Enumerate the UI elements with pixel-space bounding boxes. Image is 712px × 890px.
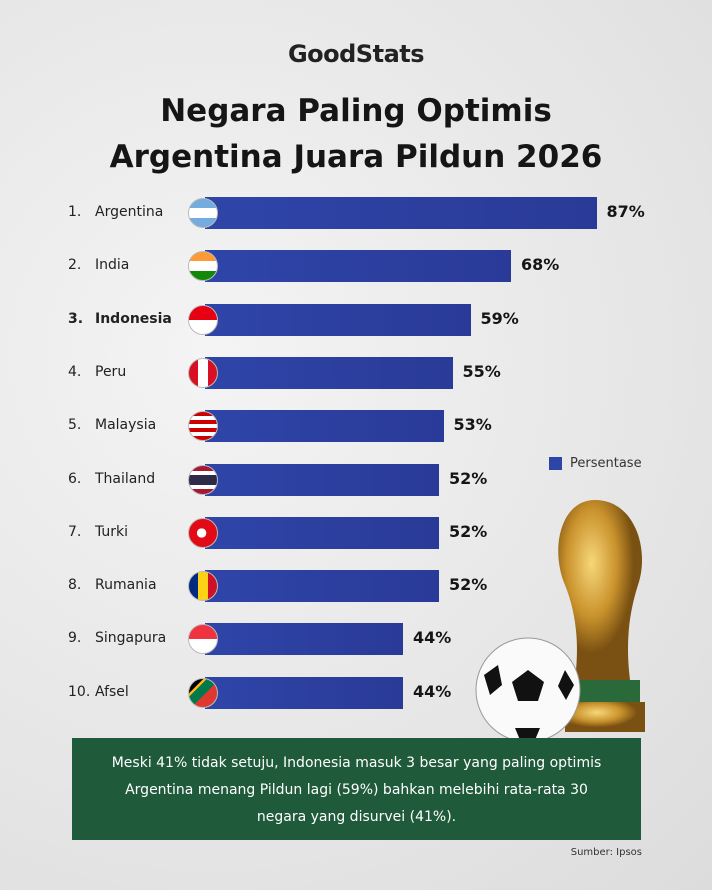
value-label: 52% <box>449 521 488 541</box>
rank-label: 1. <box>68 204 82 220</box>
category-label: Singapura <box>95 630 167 647</box>
category-label: Argentina <box>95 204 164 220</box>
value-label: 87% <box>606 202 645 221</box>
value-label: 44% <box>413 628 452 648</box>
legend: Persentase <box>549 456 642 471</box>
category-label: Turki <box>95 523 129 540</box>
category-label: Indonesia <box>95 310 172 327</box>
value-label: 44% <box>413 681 452 701</box>
bar <box>205 463 439 496</box>
value-label: 52% <box>449 468 488 488</box>
logo: GoodStats <box>287 40 425 68</box>
bar <box>205 250 511 283</box>
flag-icon <box>188 357 218 388</box>
rank-label: 6. <box>68 470 82 487</box>
flag-icon <box>188 464 218 495</box>
rank-label: 9. <box>68 630 82 647</box>
flag-icon <box>188 517 218 548</box>
rank-label: 10. <box>68 683 91 700</box>
value-label: 68% <box>521 255 560 275</box>
bar <box>205 570 439 603</box>
rank-label: 4. <box>68 363 82 380</box>
bar <box>205 623 403 656</box>
category-label: Afsel <box>95 683 129 700</box>
legend-label: Persentase <box>570 456 642 471</box>
flag-icon <box>188 571 218 602</box>
chart-title: Negara Paling Optimis Argentina Juara Pi… <box>109 93 603 175</box>
rank-label: 5. <box>68 417 82 434</box>
category-label: Malaysia <box>95 417 157 434</box>
category-label: India <box>95 257 130 274</box>
bar <box>205 676 403 709</box>
source: Sumber: Ipsos <box>570 847 642 858</box>
legend-swatch <box>549 457 562 470</box>
bar <box>205 197 597 229</box>
value-label: 52% <box>449 575 488 595</box>
category-label: Thailand <box>95 470 156 487</box>
rank-label: 7. <box>68 523 82 540</box>
bar <box>205 516 439 549</box>
bar <box>205 356 453 389</box>
category-label: Rumania <box>95 577 157 594</box>
value-label: 53% <box>453 415 492 435</box>
bar <box>205 410 444 443</box>
flag-icon <box>188 624 218 655</box>
trophy-illustration <box>475 500 645 740</box>
flag-icon <box>188 411 218 442</box>
bar <box>205 303 471 336</box>
flag-icon <box>188 198 218 228</box>
rank-label: 3. <box>68 310 84 327</box>
value-label: 55% <box>462 361 501 381</box>
flag-icon <box>188 304 218 335</box>
flag-icon <box>188 677 218 708</box>
rank-label: 2. <box>68 257 82 274</box>
flag-icon <box>188 251 218 282</box>
rank-label: 8. <box>68 577 82 594</box>
category-label: Peru <box>95 363 127 380</box>
note: Meski 41% tidak setuju, Indonesia masuk … <box>72 738 641 840</box>
value-label: 59% <box>480 308 519 328</box>
